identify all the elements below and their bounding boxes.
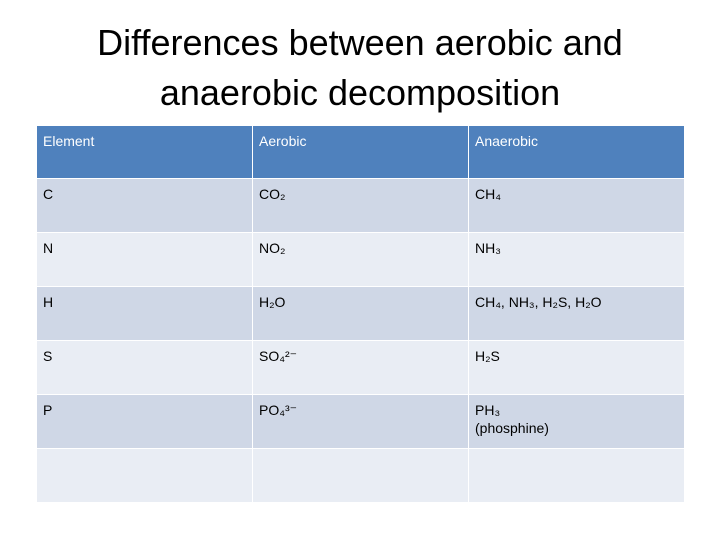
slide-title: Differences between aerobic and anaerobi…	[40, 18, 680, 118]
cell-anaerobic: H₂S	[468, 340, 685, 395]
table-row: S SO₄²⁻ H₂S	[36, 340, 685, 395]
cell-anaerobic: CH₄	[468, 178, 685, 233]
header-row: Element Aerobic Anaerobic	[36, 125, 685, 179]
table-body: C CO₂ CH₄ N NO₂ NH₃ H H₂O CH₄, NH₃, H₂S,…	[36, 178, 685, 503]
cell-anaerobic: NH₃	[468, 232, 685, 287]
table-row: N NO₂ NH₃	[36, 232, 685, 287]
cell-anaerobic: PH₃ (phosphine)	[468, 394, 685, 449]
cell-text: CH₄, NH₃, H₂S, H₂O	[475, 294, 602, 310]
cell-anaerobic	[468, 448, 685, 503]
slide-title-line-2: anaerobic decomposition	[159, 72, 561, 113]
cell-aerobic	[252, 448, 469, 503]
cell-text: NH₃	[475, 240, 501, 256]
cell-text: CO₂	[259, 186, 286, 202]
table-row: H H₂O CH₄, NH₃, H₂S, H₂O	[36, 286, 685, 341]
comparison-table: Element Aerobic Anaerobic C CO₂ CH₄ N NO…	[36, 125, 685, 503]
cell-aerobic: PO₄³⁻	[252, 394, 469, 449]
cell-text: H₂O	[259, 294, 286, 310]
cell-text: C	[43, 186, 54, 202]
cell-anaerobic: CH₄, NH₃, H₂S, H₂O	[468, 286, 685, 341]
cell-aerobic: SO₄²⁻	[252, 340, 469, 395]
header-aerobic: Aerobic	[252, 125, 469, 179]
cell-text: CH₄	[475, 186, 501, 202]
slide-title-line-1: Differences between aerobic and	[97, 22, 623, 63]
cell-text: S	[43, 348, 53, 364]
cell-aerobic: H₂O	[252, 286, 469, 341]
header-element: Element	[36, 125, 253, 179]
cell-text: N	[43, 240, 54, 256]
cell-aerobic: CO₂	[252, 178, 469, 233]
cell-element: N	[36, 232, 253, 287]
cell-element: S	[36, 340, 253, 395]
cell-text: H₂S	[475, 348, 500, 364]
cell-element: P	[36, 394, 253, 449]
table-row	[36, 448, 685, 503]
cell-text: H	[43, 294, 54, 310]
table-row: P PO₄³⁻ PH₃ (phosphine)	[36, 394, 685, 449]
cell-text: PO₄³⁻	[259, 402, 297, 418]
header-anaerobic: Anaerobic	[468, 125, 685, 179]
cell-text: P	[43, 402, 53, 418]
cell-element: H	[36, 286, 253, 341]
table-header: Element Aerobic Anaerobic	[36, 125, 685, 179]
table-row: C CO₂ CH₄	[36, 178, 685, 233]
cell-element: C	[36, 178, 253, 233]
cell-text: SO₄²⁻	[259, 348, 297, 364]
cell-aerobic: NO₂	[252, 232, 469, 287]
cell-text: PH₃ (phosphine)	[475, 402, 549, 436]
cell-element	[36, 448, 253, 503]
cell-text: NO₂	[259, 240, 286, 256]
